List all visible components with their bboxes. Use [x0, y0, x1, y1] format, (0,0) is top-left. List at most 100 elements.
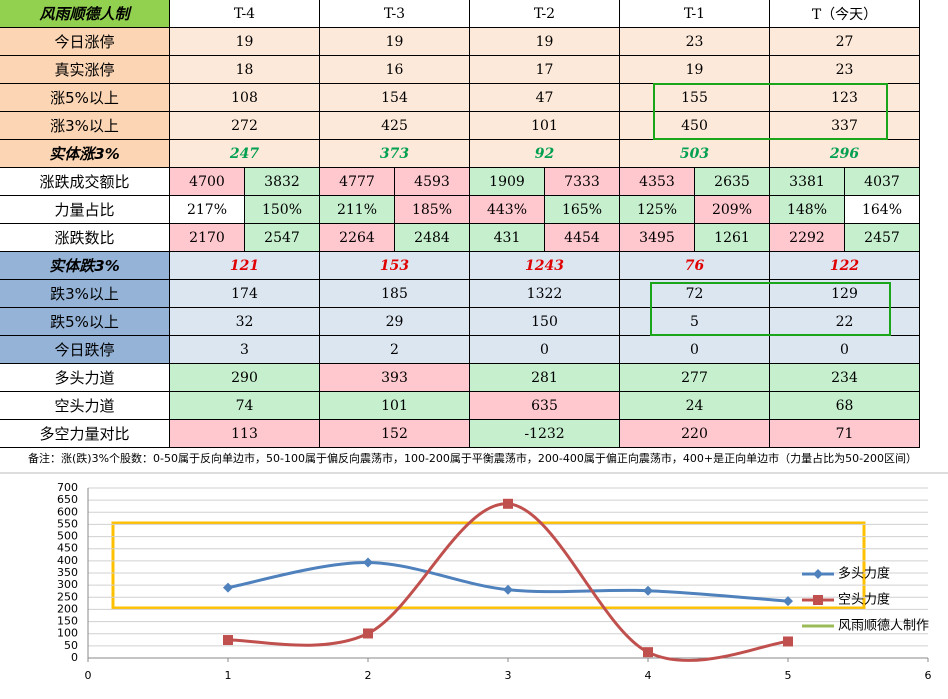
cell: 17: [470, 56, 620, 84]
y-tick-label: 200: [57, 602, 78, 615]
cell: 123: [770, 84, 920, 112]
marker: [643, 585, 653, 596]
y-tick-label: 250: [57, 590, 78, 603]
cell: 164%: [845, 196, 920, 224]
cell: 3: [170, 336, 320, 364]
cell: 450: [620, 112, 770, 140]
cell: 152: [320, 420, 470, 448]
y-tick-label: 500: [57, 530, 78, 543]
note: 备注：涨(跌)3%个股数：0-50属于反向单边市，50-100属于偏反向震荡市，…: [28, 452, 918, 465]
row-label: 实体涨3%: [0, 140, 170, 168]
cell: 148%: [770, 196, 845, 224]
y-tick-label: 600: [57, 505, 78, 518]
cell: 32: [170, 308, 320, 336]
y-tick-label: 650: [57, 493, 78, 506]
cell: 4353: [620, 168, 695, 196]
cell: 2547: [245, 224, 320, 252]
cell: 19: [470, 28, 620, 56]
row-label: 力量占比: [0, 196, 170, 224]
cell: 23: [770, 56, 920, 84]
cell: 635: [470, 392, 620, 420]
row-label: 今日涨停: [0, 28, 170, 56]
cell: 443%: [470, 196, 545, 224]
cell: 3381: [770, 168, 845, 196]
row-label: 今日跌停: [0, 336, 170, 364]
cell: -1232: [470, 420, 620, 448]
row-label: 真实涨停: [0, 56, 170, 84]
cell: 2264: [320, 224, 395, 252]
x-tick-label: 1: [225, 669, 232, 682]
cell: 22: [770, 308, 920, 336]
cell: 0: [770, 336, 920, 364]
marker: [223, 582, 233, 593]
cell: 4454: [545, 224, 620, 252]
cell: 2170: [170, 224, 245, 252]
x-tick-label: 3: [505, 669, 512, 682]
legend-marker: [813, 569, 823, 579]
marker: [363, 628, 373, 639]
x-tick-label: 6: [925, 669, 932, 682]
cell: 272: [170, 112, 320, 140]
row-label: 涨5%以上: [0, 84, 170, 112]
row-label: 实体跌3%: [0, 252, 170, 280]
marker: [783, 636, 793, 647]
chart: 0501001502002503003504004505005506006507…: [0, 472, 948, 682]
cell: 47: [470, 84, 620, 112]
cell: 0: [620, 336, 770, 364]
cell: 296: [770, 140, 920, 168]
cell: 393: [320, 364, 470, 392]
cell: 3832: [245, 168, 320, 196]
cell: 1322: [470, 280, 620, 308]
row-label: 涨3%以上: [0, 112, 170, 140]
cell: 101: [320, 392, 470, 420]
cell: 19: [170, 28, 320, 56]
cell: 185%: [395, 196, 470, 224]
cell: 24: [620, 392, 770, 420]
cell: 2484: [395, 224, 470, 252]
cell: 220: [620, 420, 770, 448]
cell: 122: [770, 252, 920, 280]
table: 风雨顺德人制 T-4 T-3 T-2 T-1 T（今天） 今日涨停 19 19 19 23 27 真实涨…: [0, 0, 920, 448]
cell: 4700: [170, 168, 245, 196]
cell: 68: [770, 392, 920, 420]
marker: [783, 596, 793, 607]
cell: 71: [770, 420, 920, 448]
legend-label: 多头力度: [838, 566, 890, 582]
y-tick-label: 0: [71, 651, 78, 664]
x-tick-label: 0: [85, 669, 92, 682]
cell: 150%: [245, 196, 320, 224]
cell: 19: [320, 28, 470, 56]
cell: 18: [170, 56, 320, 84]
column-header: T-1: [620, 0, 770, 28]
y-tick-label: 700: [57, 481, 78, 494]
cell: 2: [320, 336, 470, 364]
x-tick-label: 5: [785, 669, 792, 682]
cell: 2292: [770, 224, 845, 252]
row-label: 空头力道: [0, 392, 170, 420]
cell: 4777: [320, 168, 395, 196]
row-label: 多空力量对比: [0, 420, 170, 448]
cell: 247: [170, 140, 320, 168]
legend-label: 空头力度: [838, 592, 890, 608]
cell: 29: [320, 308, 470, 336]
cell: 217%: [170, 196, 245, 224]
marker: [503, 584, 513, 595]
cell: 150: [470, 308, 620, 336]
marker: [503, 498, 513, 509]
cell: 1909: [470, 168, 545, 196]
cell: 121: [170, 252, 320, 280]
cell: 209%: [695, 196, 770, 224]
column-header: T-3: [320, 0, 470, 28]
row-label: 涨跌数比: [0, 224, 170, 252]
highlight-box: [653, 83, 888, 140]
cell: 4037: [845, 168, 920, 196]
cell: 23: [620, 28, 770, 56]
y-tick-label: 300: [57, 578, 78, 591]
highlight-box: [111, 521, 866, 610]
corner-title: 风雨顺德人制: [0, 0, 170, 28]
cell: 431: [470, 224, 545, 252]
y-tick-label: 150: [57, 615, 78, 628]
cell: 7333: [545, 168, 620, 196]
cell: 337: [770, 112, 920, 140]
cell: 425: [320, 112, 470, 140]
